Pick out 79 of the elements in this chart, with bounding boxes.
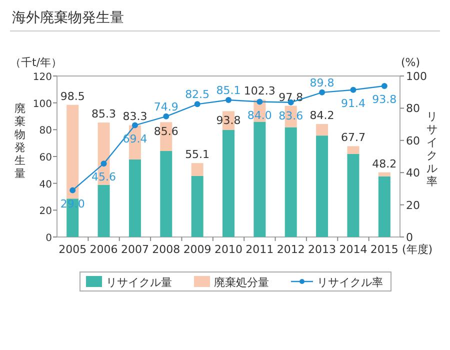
point xyxy=(256,98,263,105)
data-label: 83.6 xyxy=(278,109,304,122)
total-label: 85.3 xyxy=(92,108,116,121)
y-tick-label: 60 xyxy=(39,152,52,164)
point xyxy=(319,89,326,96)
bar xyxy=(254,122,266,237)
total-label: 85.6 xyxy=(154,125,178,138)
data-label: 84.0 xyxy=(247,108,272,122)
data-label: 91.4 xyxy=(340,96,366,110)
bar xyxy=(160,151,172,237)
x-tick-label: 2008 xyxy=(152,243,180,256)
x-tick-label: 2012 xyxy=(276,243,305,256)
point xyxy=(350,86,356,93)
total-label: 55.1 xyxy=(185,148,210,162)
total-label: 83.3 xyxy=(122,110,148,124)
point xyxy=(70,187,76,194)
data-label: 89.8 xyxy=(310,76,334,90)
chart-title: 海外廃棄物発生量 xyxy=(12,10,124,26)
x-tick-label: 2010 xyxy=(214,243,242,256)
data-label: 82.5 xyxy=(185,88,210,102)
bar xyxy=(316,124,328,136)
x-tick-label: 2011 xyxy=(246,243,274,256)
legend-label: リサイクル量 xyxy=(106,276,172,289)
y2-tick-label: 100 xyxy=(406,70,427,83)
data-label: 69.4 xyxy=(122,132,148,146)
bar xyxy=(347,146,360,154)
legend-label: 廃棄処分量 xyxy=(214,276,269,289)
y-tick-label: 100 xyxy=(32,98,52,110)
bar xyxy=(98,184,110,237)
legend-label: リサイクル率 xyxy=(317,276,383,289)
y2-tick-label: 80 xyxy=(406,102,420,116)
x-tick-label: 2006 xyxy=(90,243,118,256)
bar xyxy=(191,163,204,176)
y2-tick-label: 20 xyxy=(406,198,420,212)
bar xyxy=(378,172,390,176)
y2-tick-label: 40 xyxy=(406,166,420,180)
x-tick-label: 2009 xyxy=(183,243,212,256)
total-label: 48.2 xyxy=(372,157,397,170)
total-label: 102.3 xyxy=(244,84,276,98)
x-tick-label: 2015 xyxy=(370,243,398,256)
bar xyxy=(191,176,204,237)
y2-axis-title: リサイクル率 xyxy=(426,110,438,188)
point xyxy=(163,113,170,120)
x-tick-label: 2007 xyxy=(120,243,149,256)
point xyxy=(132,122,138,128)
total-label: 67.7 xyxy=(340,131,366,144)
total-label: 98.5 xyxy=(60,90,85,103)
total-label: 93.8 xyxy=(216,114,241,128)
text: (年度) xyxy=(402,243,433,256)
y-tick-label: 120 xyxy=(32,72,52,83)
bar xyxy=(347,154,360,237)
data-label: 45.6 xyxy=(92,170,116,184)
total-label: 97.8 xyxy=(278,90,304,104)
point xyxy=(194,101,200,108)
bar xyxy=(222,130,234,237)
y-tick-label: 80 xyxy=(39,126,52,137)
bar xyxy=(378,176,390,237)
data-label: 85.1 xyxy=(216,84,241,97)
y-axis-title: 廃棄物発生量 xyxy=(14,102,26,180)
point xyxy=(100,160,107,167)
total-label: 84.2 xyxy=(310,109,334,122)
point xyxy=(381,82,388,89)
data-label: 93.8 xyxy=(372,92,397,106)
x-tick-label: 2013 xyxy=(308,243,336,256)
bar xyxy=(128,159,141,237)
y-tick-label: 20 xyxy=(39,206,52,218)
y2-tick-label: 0 xyxy=(406,231,413,244)
bar xyxy=(284,127,297,237)
text: (%) xyxy=(401,56,420,69)
y-tick-label: 40 xyxy=(39,179,52,190)
data-label: 74.9 xyxy=(154,100,178,114)
point xyxy=(226,96,232,103)
y-tick-label: 0 xyxy=(46,233,52,244)
bar xyxy=(316,136,328,237)
bar xyxy=(66,104,79,199)
text: （千t/年） xyxy=(10,56,62,69)
x-tick-label: 2005 xyxy=(58,243,87,256)
y2-tick-label: 60 xyxy=(406,134,420,148)
x-tick-label: 2014 xyxy=(339,243,368,256)
